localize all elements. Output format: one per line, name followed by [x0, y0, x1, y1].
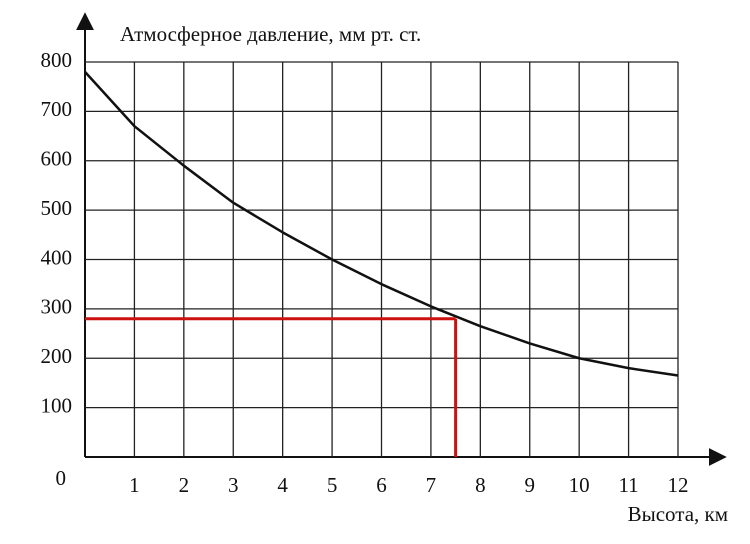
y-tick-label: 400: [41, 245, 73, 269]
y-tick-label: 300: [41, 295, 73, 319]
x-tick-label: 9: [525, 473, 536, 497]
x-tick-label: 3: [228, 473, 239, 497]
y-tick-label: 600: [41, 147, 73, 171]
x-tick-label: 2: [179, 473, 190, 497]
y-tick-label: 100: [41, 393, 73, 417]
x-tick-label: 4: [277, 473, 288, 497]
y-tick-label: 800: [41, 48, 73, 72]
x-tick-label: 8: [475, 473, 486, 497]
x-tick-label: 12: [668, 473, 689, 497]
x-axis-label: Высота, км: [628, 502, 728, 526]
x-tick-label: 7: [426, 473, 437, 497]
y-tick-label: 700: [41, 97, 73, 121]
chart-title: Атмосферное давление, мм рт. ст.: [120, 22, 421, 46]
y-tick-label: 500: [41, 196, 73, 220]
x-tick-label: 6: [376, 473, 387, 497]
x-tick-label: 10: [569, 473, 590, 497]
x-tick-label: 11: [618, 473, 638, 497]
x-tick-label: 1: [129, 473, 140, 497]
y-tick-label: 200: [41, 344, 73, 368]
data-line: [84, 71, 679, 377]
x-tick-label: 5: [327, 473, 338, 497]
y-tick-label: 0: [56, 466, 67, 490]
